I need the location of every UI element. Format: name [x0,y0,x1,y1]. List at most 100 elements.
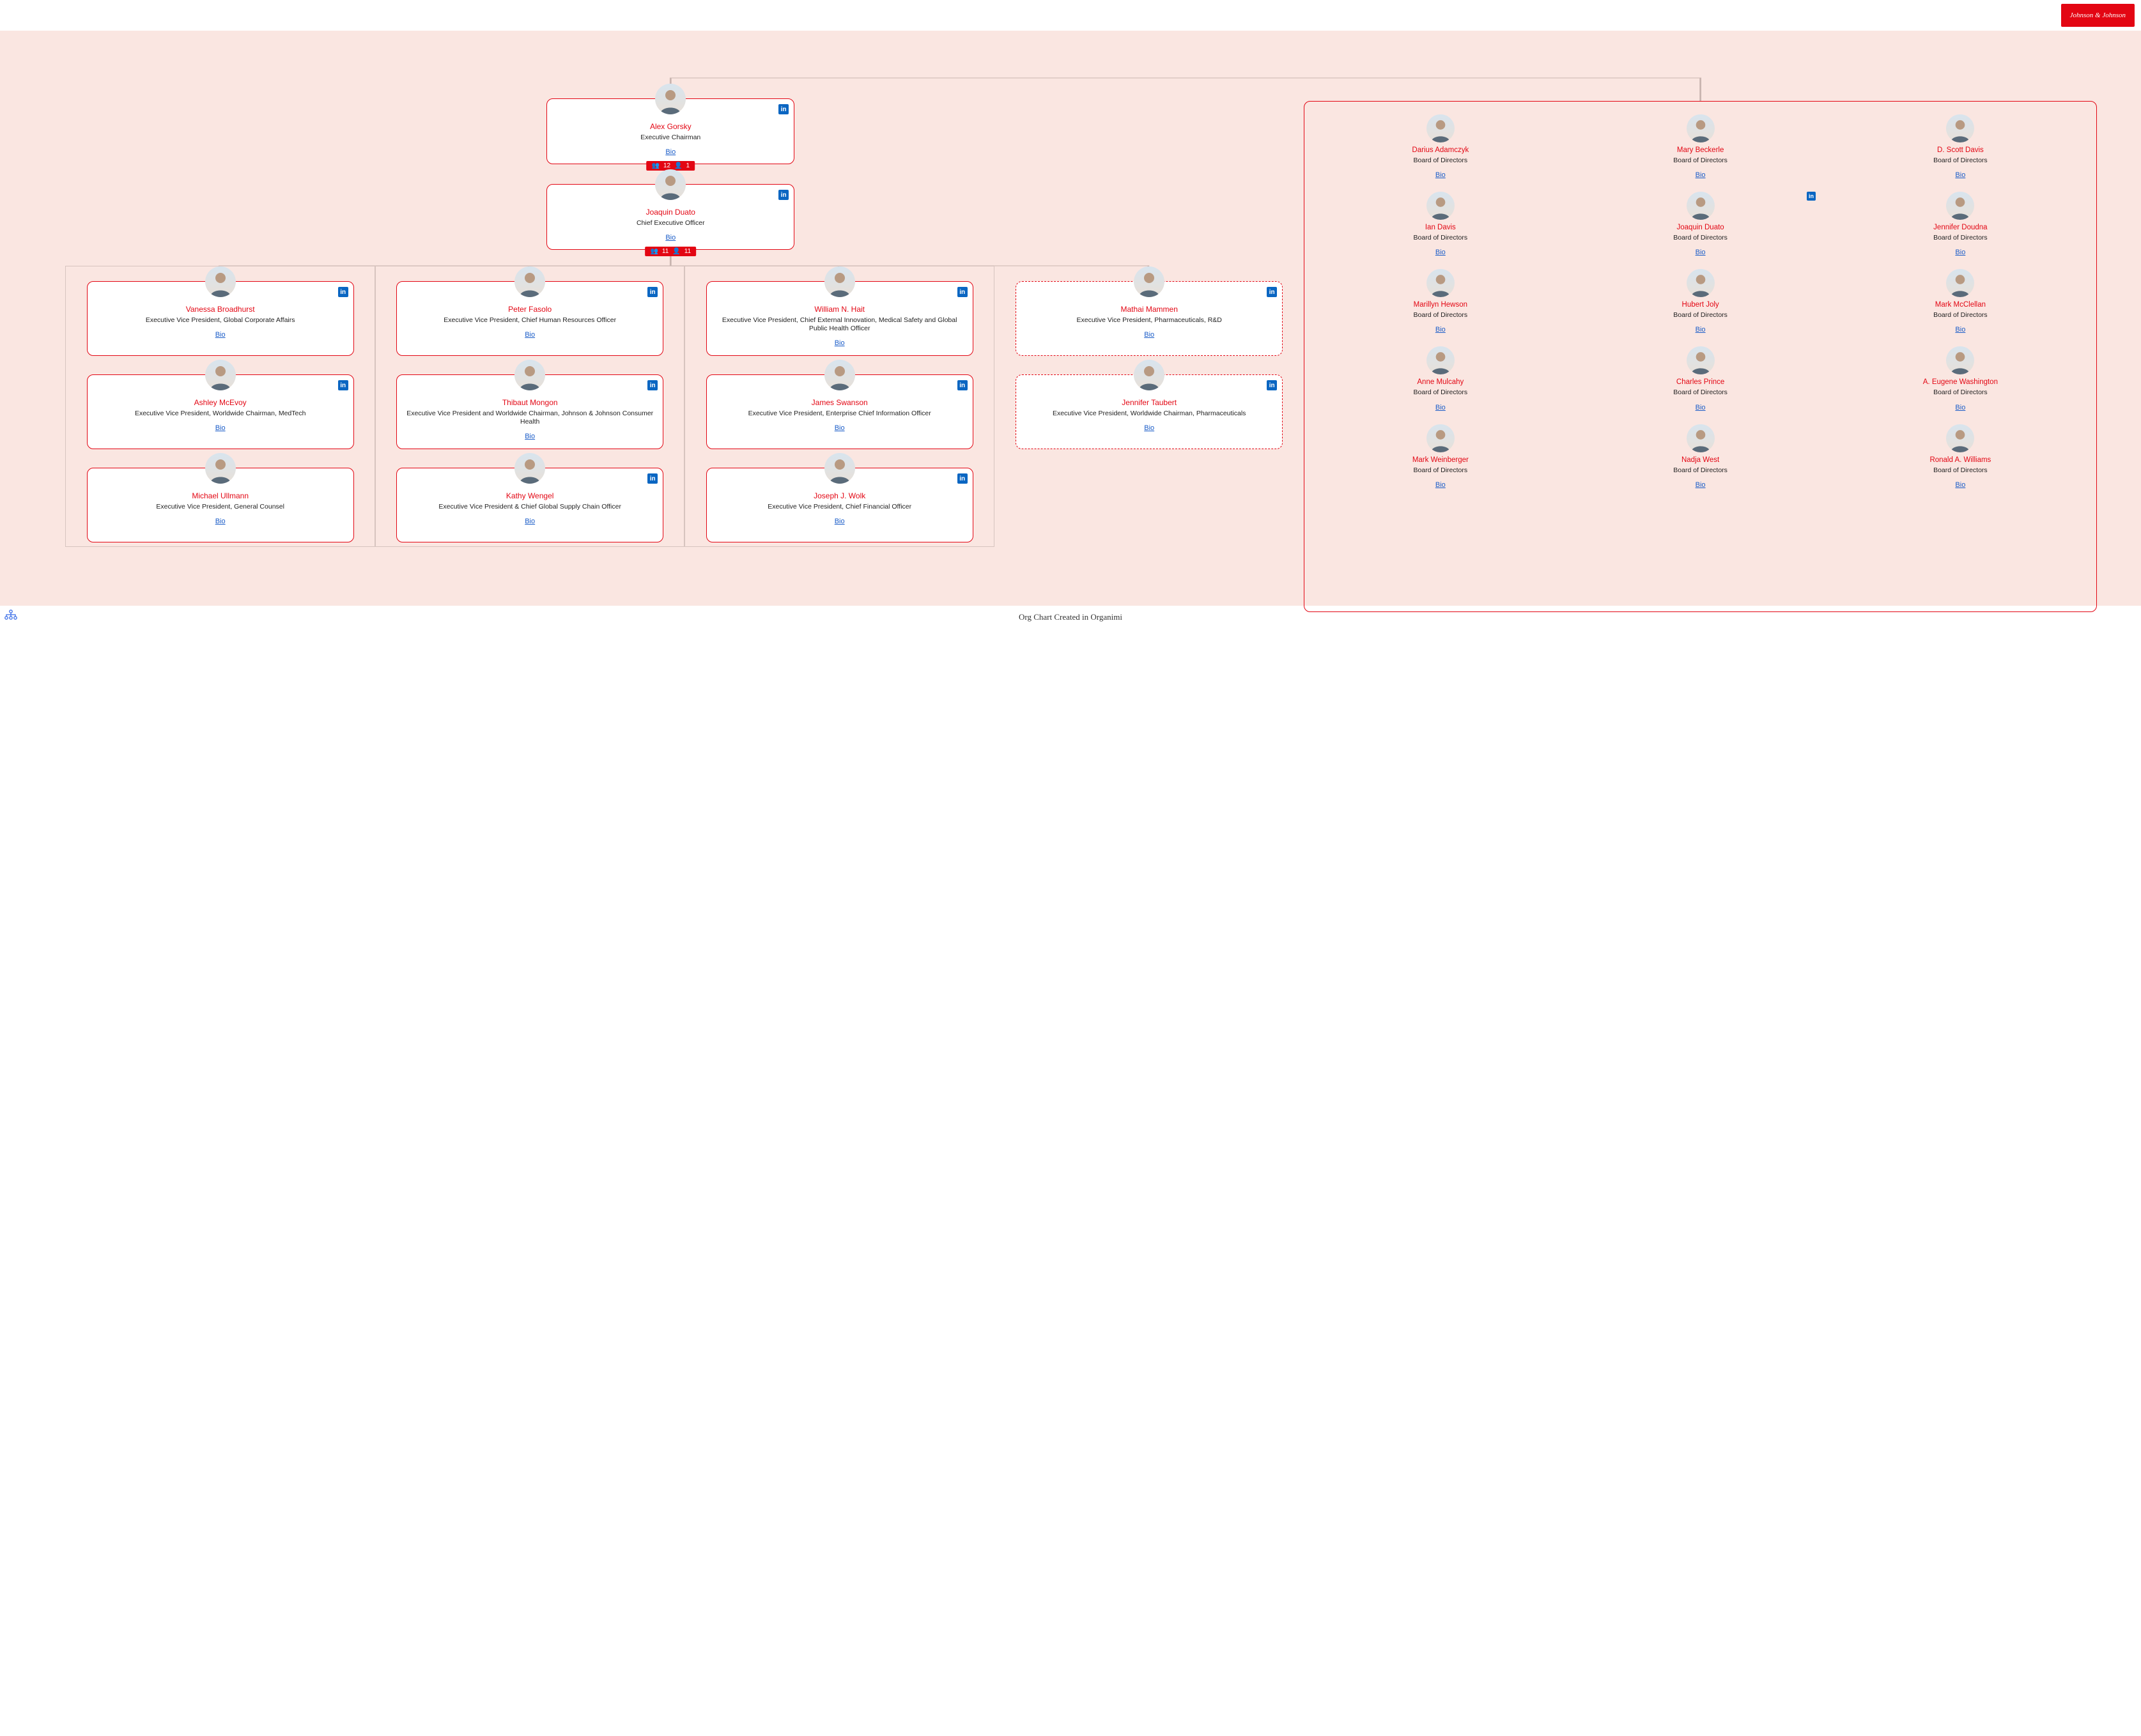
bio-link[interactable]: Bio [1435,171,1446,179]
person-title: Chief Executive Officer [552,219,789,227]
person-card: inAshley McEvoyExecutive Vice President,… [87,374,354,449]
linkedin-icon[interactable]: in [1267,380,1277,390]
person-title: Executive Vice President, General Counse… [93,503,348,511]
person-name: Anne Mulcahy [1313,378,1567,386]
bio-link[interactable]: Bio [1696,326,1706,334]
bio-link[interactable]: Bio [1955,171,1965,179]
bio-link[interactable]: Bio [1696,171,1706,179]
direct-count: 1 [686,162,690,169]
linkedin-icon[interactable]: in [1267,287,1277,297]
person-card: inVanessa BroadhurstExecutive Vice Presi… [87,281,354,356]
person-title: Board of Directors [1313,234,1567,242]
person-title: Board of Directors [1313,388,1567,397]
avatar [1946,346,1974,374]
bio-link[interactable]: Bio [525,518,535,525]
bio-link[interactable]: Bio [215,518,226,525]
bio-link[interactable]: Bio [1696,404,1706,411]
person-name: Marillyn Hewson [1313,301,1567,309]
avatar [1946,192,1974,220]
person-title: Board of Directors [1313,157,1567,165]
avatar [1946,269,1974,297]
bio-link[interactable]: Bio [215,424,226,432]
org-chart-canvas: inAlex GorskyExecutive ChairmanBio 👥12 👤… [0,31,2141,606]
bio-link[interactable]: Bio [525,433,535,440]
bio-link[interactable]: Bio [1955,481,1965,489]
bio-link[interactable]: Bio [1955,326,1965,334]
bio-link[interactable]: Bio [525,331,535,339]
linkedin-icon[interactable]: in [338,380,348,390]
person-card: inKathy WengelExecutive Vice President &… [396,468,663,542]
person-name: William N. Hait [712,305,968,314]
person-name: Nadja West [1573,456,1827,464]
bio-link[interactable]: Bio [665,234,676,242]
bio-link[interactable]: Bio [835,424,845,432]
bio-link[interactable]: Bio [1955,249,1965,256]
bio-link[interactable]: Bio [835,339,845,347]
person-title: Board of Directors [1313,311,1567,319]
person-name: Jennifer Doudna [1834,224,2087,231]
board-member: Marillyn Hewson Board of Directors Bio [1313,269,1567,335]
linkedin-icon[interactable]: in [957,473,968,484]
linkedin-icon[interactable]: in [647,473,658,484]
board-member: Hubert Joly Board of Directors Bio [1573,269,1827,335]
person-name: D. Scott Davis [1834,146,2087,154]
bio-link[interactable]: Bio [835,518,845,525]
bio-link[interactable]: Bio [1144,331,1154,339]
avatar [1946,424,1974,452]
bio-link[interactable]: Bio [1435,404,1446,411]
linkedin-icon[interactable]: in [778,104,789,114]
avatar [1426,114,1455,142]
person-title: Board of Directors [1573,311,1827,319]
bio-link[interactable]: Bio [1144,424,1154,432]
linkedin-icon[interactable]: in [1807,192,1816,201]
board-member: Charles PrinceBoard of DirectorsBio [1573,346,1827,412]
person-title: Board of Directors [1834,466,2087,475]
linkedin-icon[interactable]: in [338,287,348,297]
avatar [514,453,545,484]
avatar [655,84,686,114]
person-card: inJames SwansonExecutive Vice President,… [706,374,973,449]
linkedin-icon[interactable]: in [778,190,789,200]
avatar [655,169,686,200]
bio-link[interactable]: Bio [1955,404,1965,411]
board-member: D. Scott DavisBoard of DirectorsBio [1834,114,2087,180]
avatar [1687,114,1715,142]
person-title: Executive Vice President, Global Corpora… [93,316,348,325]
person-card: in Joaquin Duato Chief Executive Officer Bi… [546,184,794,250]
person-title: Board of Directors [1313,466,1567,475]
bio-link[interactable]: Bio [1696,481,1706,489]
person-name: Mary Beckerle [1573,146,1827,154]
bio-link[interactable]: Bio [1696,249,1706,256]
bio-link[interactable]: Bio [1435,326,1446,334]
linkedin-icon[interactable]: in [647,287,658,297]
avatar [205,360,236,390]
board-member: Darius AdamczykBoard of DirectorsBio [1313,114,1567,180]
person-title: Executive Chairman [552,134,789,142]
person-title: Board of Directors [1834,388,2087,397]
bio-link[interactable]: Bio [215,331,226,339]
person-name: Peter Fasolo [402,305,658,314]
person-name: Joaquin Duato [552,208,789,217]
bio-link[interactable]: Bio [1435,481,1446,489]
logo-bar: Johnson & Johnson [0,0,2141,31]
bio-link[interactable]: Bio [665,148,676,156]
board-member: Mark McClellanBoard of DirectorsBio [1834,269,2087,335]
board-member: Nadja West Board of Directors Bio [1573,424,1827,490]
person-card: inAlex GorskyExecutive ChairmanBio 👥12 👤… [546,98,794,164]
board-member: Anne Mulcahy Board of Directors Bio [1313,346,1567,412]
linkedin-icon[interactable]: in [647,380,658,390]
avatar [824,266,855,297]
linkedin-icon[interactable]: in [957,287,968,297]
person-name: Hubert Joly [1573,301,1827,309]
person-title: Board of Directors [1573,466,1827,475]
avatar [514,266,545,297]
person-title: Board of Directors [1834,311,2087,319]
person-name: Joaquin Duato [1573,224,1827,231]
avatar [1687,269,1715,297]
team-icon: 👥 [650,248,658,255]
bio-link[interactable]: Bio [1435,249,1446,256]
linkedin-icon[interactable]: in [957,380,968,390]
person-name: A. Eugene Washington [1834,378,2087,386]
person-name: Alex Gorsky [552,122,789,131]
avatar [1687,192,1715,220]
